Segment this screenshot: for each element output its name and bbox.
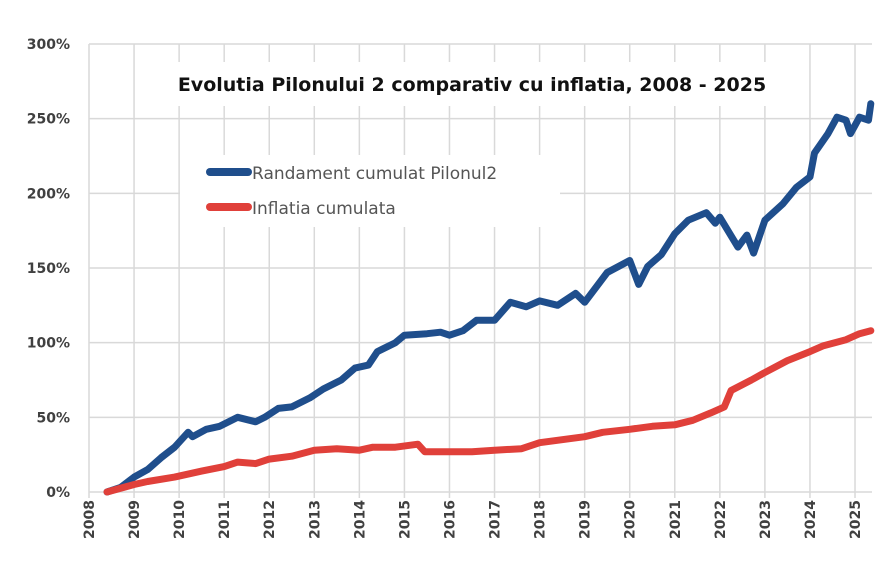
x-tick-label: 2013: [307, 500, 323, 539]
x-tick-label: 2016: [442, 500, 458, 539]
y-tick-label: 100%: [27, 336, 70, 352]
x-tick-label: 2008: [82, 500, 98, 539]
chart-title: Evolutia Pilonului 2 comparativ cu infla…: [178, 74, 766, 96]
x-tick-label: 2011: [217, 500, 233, 539]
x-tick-label: 2009: [127, 500, 143, 539]
series-lines: [103, 100, 875, 496]
y-tick-label: 200%: [27, 186, 70, 202]
x-tick-label: 2012: [262, 500, 278, 539]
y-tick-label: 250%: [27, 112, 70, 128]
x-tick-label: 2022: [713, 500, 729, 539]
x-tick-label: 2020: [623, 500, 639, 539]
y-axis: 0% 50% 100% 150% 200% 250% 300%: [27, 37, 70, 501]
x-tick-label: 2021: [668, 500, 684, 539]
legend: Randament cumulat Pilonul2 Inflatia cumu…: [206, 164, 497, 219]
title-background: [152, 62, 792, 106]
x-tick-label: 2024: [803, 500, 819, 539]
x-tick-label: 2010: [172, 500, 188, 539]
x-tick-label: 2019: [578, 500, 594, 539]
y-tick-label: 0%: [46, 485, 70, 501]
y-tick-label: 50%: [36, 410, 70, 426]
gridlines: [88, 43, 872, 498]
x-tick-label: 2015: [397, 500, 413, 539]
x-axis: 2008 2009 2010 2011 2012 2013 2014 2015 2016 2017…: [82, 500, 864, 539]
x-tick-label: 2023: [758, 500, 774, 539]
x-tick-label: 2018: [533, 500, 549, 539]
y-tick-label: 300%: [27, 37, 70, 53]
series-line-1: [103, 327, 875, 496]
x-tick-label: 2025: [848, 500, 864, 539]
series-line-0: [103, 100, 875, 496]
legend-label-pilonul2: Randament cumulat Pilonul2: [252, 164, 497, 184]
y-tick-label: 150%: [27, 261, 70, 277]
legend-background: [180, 155, 560, 227]
x-tick-label: 2014: [352, 500, 368, 539]
x-tick-label: 2017: [488, 500, 504, 539]
legend-label-inflatie: Inflatia cumulata: [252, 199, 396, 219]
